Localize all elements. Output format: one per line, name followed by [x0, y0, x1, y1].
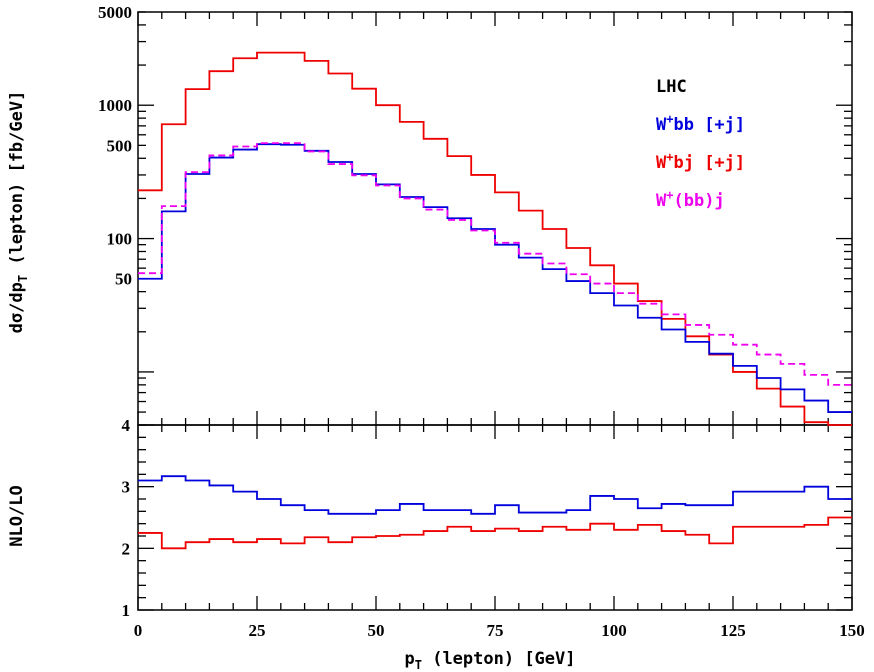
bottom-series-0-line — [138, 475, 852, 515]
legend-entry-sup: + — [666, 150, 673, 164]
top-series-2-line — [138, 142, 852, 386]
y-axis-label-top-sub: T — [16, 275, 30, 282]
legend-entry-post: bj [+j] — [673, 153, 745, 173]
x-tick-label: 25 — [249, 621, 266, 640]
legend-title: LHC — [656, 77, 687, 97]
top-y-tick-label: 500 — [107, 136, 133, 155]
legend-entry-pre: W — [656, 115, 667, 135]
top-y-tick-label: 1000 — [98, 96, 132, 115]
x-tick-label: 0 — [134, 621, 143, 640]
y-axis-label-top-main: dσ/dp — [7, 282, 27, 333]
bottom-y-tick-label: 4 — [122, 416, 131, 435]
legend-entry-pre: W — [656, 191, 667, 211]
bottom-y-tick-label: 1 — [122, 601, 131, 620]
x-tick-label: 150 — [839, 621, 865, 640]
top-y-tick-label: 100 — [107, 230, 133, 249]
x-axis-label: pT (lepton) [GeV] — [404, 649, 575, 672]
y-axis-label-top: dσ/dpT (lepton) [fb/GeV] — [7, 91, 30, 334]
x-tick-label: 100 — [601, 621, 627, 640]
bottom-series-1-line — [138, 516, 852, 550]
top-panel-axes: 5000 1000 500 100 50 — [98, 3, 853, 426]
bottom-panel-series — [138, 475, 852, 550]
x-axis-label-main: p — [404, 649, 414, 669]
top-panel-series — [138, 51, 852, 426]
top-y-tick-label: 5000 — [98, 3, 132, 22]
x-tick-label: 125 — [720, 621, 746, 640]
x-tick-label: 50 — [368, 621, 385, 640]
legend-entry-sup: + — [666, 112, 673, 126]
y-axis-label-top-rest: (lepton) [fb/GeV] — [7, 91, 27, 275]
top-panel-frame — [137, 11, 853, 426]
legend-entry-post: bb [+j] — [673, 115, 745, 135]
x-axis-label-rest: (lepton) [GeV] — [422, 649, 576, 669]
legend-entry-0: W+bb [+j] — [656, 112, 745, 135]
legend-entry-post: (bb)j — [673, 191, 724, 211]
bottom-panel-axes: 1 2 3 4 0 25 50 75 100 125 150 — [122, 416, 865, 640]
bottom-panel-frame — [137, 424, 853, 611]
legend-entry-sup: + — [666, 188, 673, 202]
legend-entry-2: W+(bb)j — [656, 188, 725, 211]
legend-entry-1: W+bj [+j] — [656, 150, 745, 173]
top-y-tick-label: 50 — [115, 270, 132, 289]
x-tick-label: 75 — [487, 621, 504, 640]
y-axis-label-bottom: NLO/LO — [7, 485, 27, 546]
x-axis-label-sub: T — [415, 658, 422, 672]
bottom-y-tick-label: 2 — [122, 539, 131, 558]
legend-entry-pre: W — [656, 153, 667, 173]
bottom-y-tick-label: 3 — [122, 478, 131, 497]
